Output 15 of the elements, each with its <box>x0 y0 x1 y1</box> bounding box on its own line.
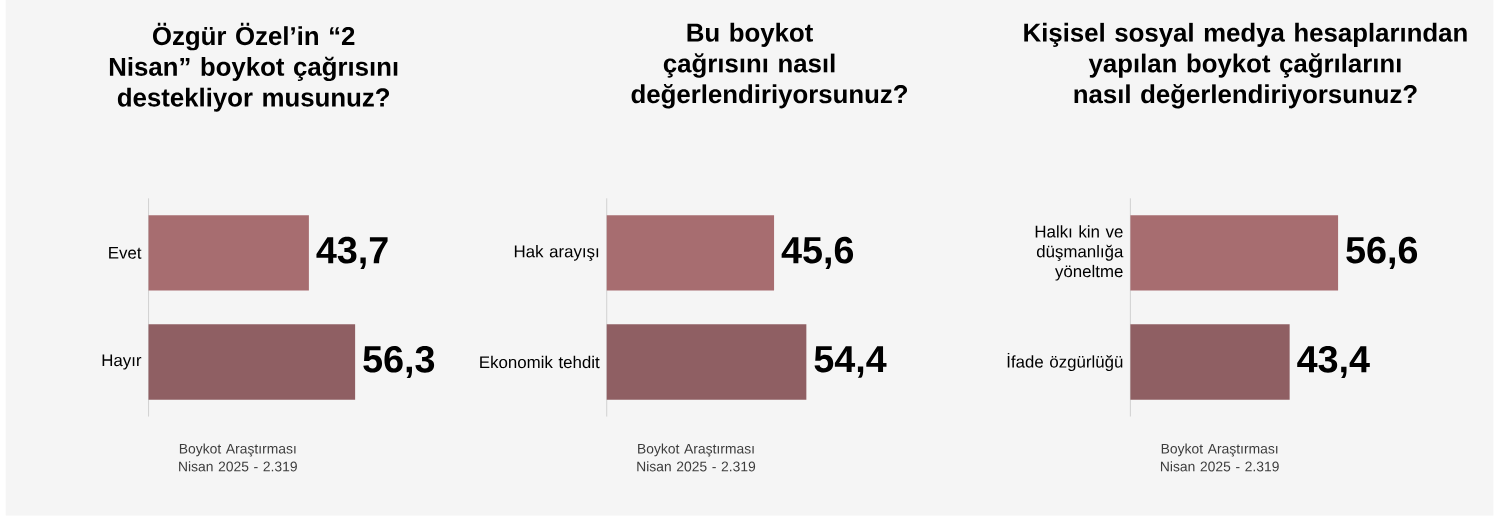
y-tick-label: Hak arayışı <box>514 245 599 261</box>
data-label: 43,4 <box>1297 346 1370 379</box>
data-label: 43,7 <box>316 236 388 270</box>
data-label: 56,6 <box>1346 236 1418 270</box>
data-label: 45,6 <box>781 236 854 270</box>
y-tick-label: Halkı kin ve düşmanlığa yöneltme <box>1035 225 1124 281</box>
chart-title: Özgür Özel’in “2 Nisan” boykot çağrısını destekliyor musunuz? <box>109 22 398 112</box>
y-tick-label: Hayır <box>102 354 142 370</box>
chart-title: Kişisel sosyal medya hesaplarından yapılan boykot çağrılarını nasıl değerlendiriyorsunuz? <box>1024 22 1467 109</box>
y-tick-label: İfade özgürlüğü <box>1007 353 1123 372</box>
chart-title: Bu boykot çağrısını nasıl değerlendiriyorsunuz? <box>631 22 908 109</box>
y-tick-label: Ekonomik tehdit <box>480 355 600 369</box>
y-tick-label: Evet <box>109 247 142 259</box>
data-label: 54,4 <box>814 346 887 378</box>
data-label: 56,3 <box>363 346 435 379</box>
